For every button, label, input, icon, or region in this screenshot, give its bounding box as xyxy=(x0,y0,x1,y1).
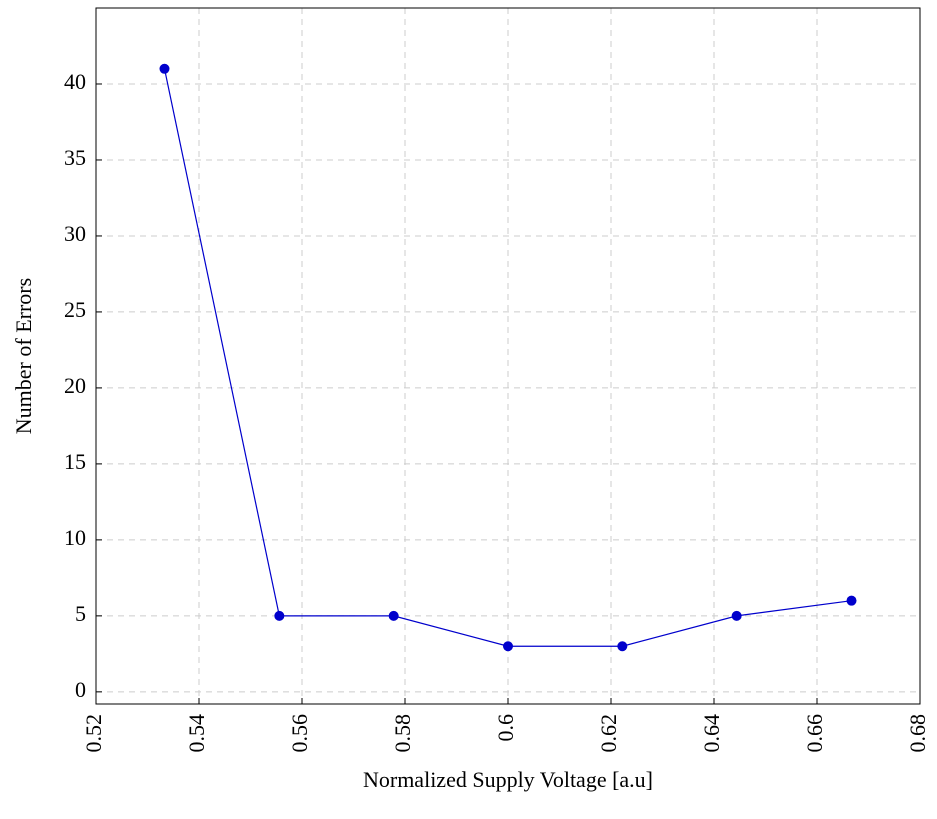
x-tick-label: 0.58 xyxy=(390,714,415,753)
data-point xyxy=(159,63,170,74)
data-point xyxy=(503,641,513,652)
data-point xyxy=(617,641,628,652)
y-tick-label: 20 xyxy=(64,373,86,398)
x-tick-label: 0.64 xyxy=(699,714,724,753)
x-tick-label: 0.68 xyxy=(905,714,930,753)
data-point xyxy=(846,595,857,606)
data-point xyxy=(731,610,742,621)
y-tick-label: 5 xyxy=(75,601,86,626)
x-axis-label: Normalized Supply Voltage [a.u] xyxy=(363,767,653,792)
x-tick-label: 0.62 xyxy=(596,714,621,753)
y-tick-label: 40 xyxy=(64,69,86,94)
x-tick-label: 0.6 xyxy=(493,714,518,742)
x-tick-label: 0.52 xyxy=(81,714,106,753)
x-tick-label: 0.66 xyxy=(802,714,827,753)
plot-frame xyxy=(95,7,921,705)
x-tick-label: 0.56 xyxy=(287,714,312,753)
y-tick-label: 35 xyxy=(64,145,86,170)
x-tick-label: 0.54 xyxy=(184,714,209,753)
y-tick-label: 30 xyxy=(64,221,86,246)
data-point xyxy=(274,610,285,621)
y-axis-label: Number of Errors xyxy=(11,278,36,434)
y-tick-label: 15 xyxy=(64,449,86,474)
y-tick-label: 25 xyxy=(64,297,86,322)
y-tick-label: 10 xyxy=(64,525,86,550)
data-point xyxy=(388,610,399,621)
y-tick-label: 0 xyxy=(75,677,86,702)
